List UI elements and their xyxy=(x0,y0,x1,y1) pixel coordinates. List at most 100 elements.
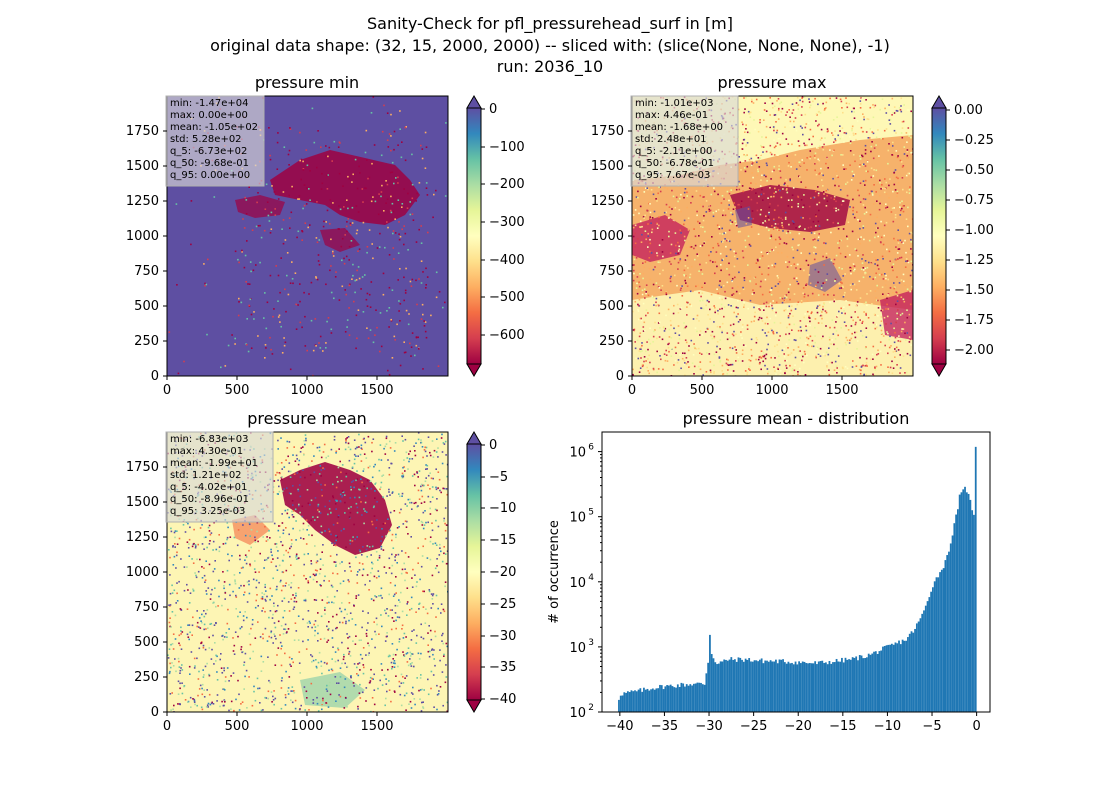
speckle-pixel xyxy=(842,164,844,166)
speckle-pixel xyxy=(814,169,816,172)
speckle-pixel xyxy=(171,584,173,587)
speckle-pixel xyxy=(878,208,881,211)
speckle-pixel xyxy=(357,309,360,311)
speckle-pixel xyxy=(861,320,864,323)
colorbar-tick-label: −1.25 xyxy=(954,253,994,268)
speckle-pixel xyxy=(722,209,725,212)
speckle-pixel xyxy=(744,273,747,276)
speckle-pixel xyxy=(847,222,850,224)
speckle-pixel xyxy=(896,364,898,366)
speckle-pixel xyxy=(224,365,227,367)
speckle-pixel xyxy=(388,473,391,476)
speckle-pixel xyxy=(705,211,708,213)
speckle-pixel xyxy=(280,647,282,650)
speckle-pixel xyxy=(332,250,334,253)
speckle-pixel xyxy=(357,455,359,457)
speckle-pixel xyxy=(316,581,318,583)
speckle-pixel xyxy=(444,507,447,509)
speckle-pixel xyxy=(754,128,756,131)
speckle-pixel xyxy=(331,658,333,660)
speckle-pixel xyxy=(895,176,898,179)
speckle-pixel xyxy=(349,612,352,614)
speckle-pixel xyxy=(746,328,749,330)
speckle-pixel xyxy=(748,359,750,361)
speckle-pixel xyxy=(379,312,382,314)
speckle-pixel xyxy=(721,364,724,367)
speckle-pixel xyxy=(795,168,798,170)
speckle-pixel xyxy=(355,347,357,350)
speckle-pixel xyxy=(380,594,382,597)
speckle-pixel xyxy=(892,269,894,272)
speckle-pixel xyxy=(718,284,721,287)
speckle-pixel xyxy=(855,138,857,141)
speckle-pixel xyxy=(758,195,760,198)
speckle-pixel xyxy=(879,241,882,243)
speckle-pixel xyxy=(906,154,909,157)
speckle-pixel xyxy=(357,674,360,677)
speckle-pixel xyxy=(825,189,828,192)
speckle-pixel xyxy=(887,293,890,295)
speckle-pixel xyxy=(187,547,190,549)
speckle-pixel xyxy=(301,239,303,241)
speckle-pixel xyxy=(857,316,859,319)
speckle-pixel xyxy=(349,222,352,225)
speckle-pixel xyxy=(814,335,816,337)
speckle-pixel xyxy=(210,622,213,625)
speckle-pixel xyxy=(745,96,747,99)
speckle-pixel xyxy=(877,235,879,238)
speckle-pixel xyxy=(896,312,898,315)
speckle-pixel xyxy=(415,344,418,347)
speckle-pixel xyxy=(421,701,423,704)
speckle-pixel xyxy=(215,548,218,551)
speckle-pixel xyxy=(341,285,344,288)
speckle-pixel xyxy=(324,530,326,532)
speckle-pixel xyxy=(355,597,357,599)
speckle-pixel xyxy=(709,308,711,311)
speckle-pixel xyxy=(842,275,844,277)
speckle-pixel xyxy=(212,602,214,604)
speckle-pixel xyxy=(873,169,875,171)
speckle-pixel xyxy=(871,141,873,143)
speckle-pixel xyxy=(384,453,387,455)
speckle-pixel xyxy=(208,543,211,545)
speckle-pixel xyxy=(768,101,770,104)
speckle-pixel xyxy=(837,334,839,337)
speckle-pixel xyxy=(336,590,338,592)
speckle-pixel xyxy=(237,314,240,317)
speckle-pixel xyxy=(906,332,909,334)
speckle-pixel xyxy=(862,269,865,271)
speckle-pixel xyxy=(892,367,895,369)
speckle-pixel xyxy=(760,193,763,196)
speckle-pixel xyxy=(794,308,797,310)
speckle-pixel xyxy=(908,232,911,235)
speckle-pixel xyxy=(741,121,743,123)
speckle-pixel xyxy=(410,346,413,348)
speckle-pixel xyxy=(445,524,448,526)
speckle-pixel xyxy=(401,206,403,208)
speckle-pixel xyxy=(328,627,330,630)
speckle-pixel xyxy=(723,198,725,200)
speckle-pixel xyxy=(874,236,876,239)
speckle-pixel xyxy=(810,232,813,234)
speckle-pixel xyxy=(413,502,416,505)
speckle-pixel xyxy=(826,366,828,368)
speckle-pixel xyxy=(333,702,336,704)
speckle-pixel xyxy=(746,142,749,144)
speckle-pixel xyxy=(764,102,766,104)
speckle-pixel xyxy=(895,259,897,261)
speckle-pixel xyxy=(861,228,863,231)
speckle-pixel xyxy=(341,662,343,665)
speckle-pixel xyxy=(800,300,803,302)
speckle-pixel xyxy=(294,460,297,462)
speckle-pixel xyxy=(881,187,884,190)
speckle-pixel xyxy=(686,306,688,308)
speckle-pixel xyxy=(634,347,637,350)
speckle-pixel xyxy=(684,188,687,190)
speckle-pixel xyxy=(385,180,387,182)
speckle-pixel xyxy=(280,687,283,689)
speckle-pixel xyxy=(650,189,653,191)
speckle-pixel xyxy=(656,252,658,254)
speckle-pixel xyxy=(744,345,747,347)
stat-min: min: -1.01e+03 xyxy=(635,98,714,109)
speckle-pixel xyxy=(747,307,749,310)
